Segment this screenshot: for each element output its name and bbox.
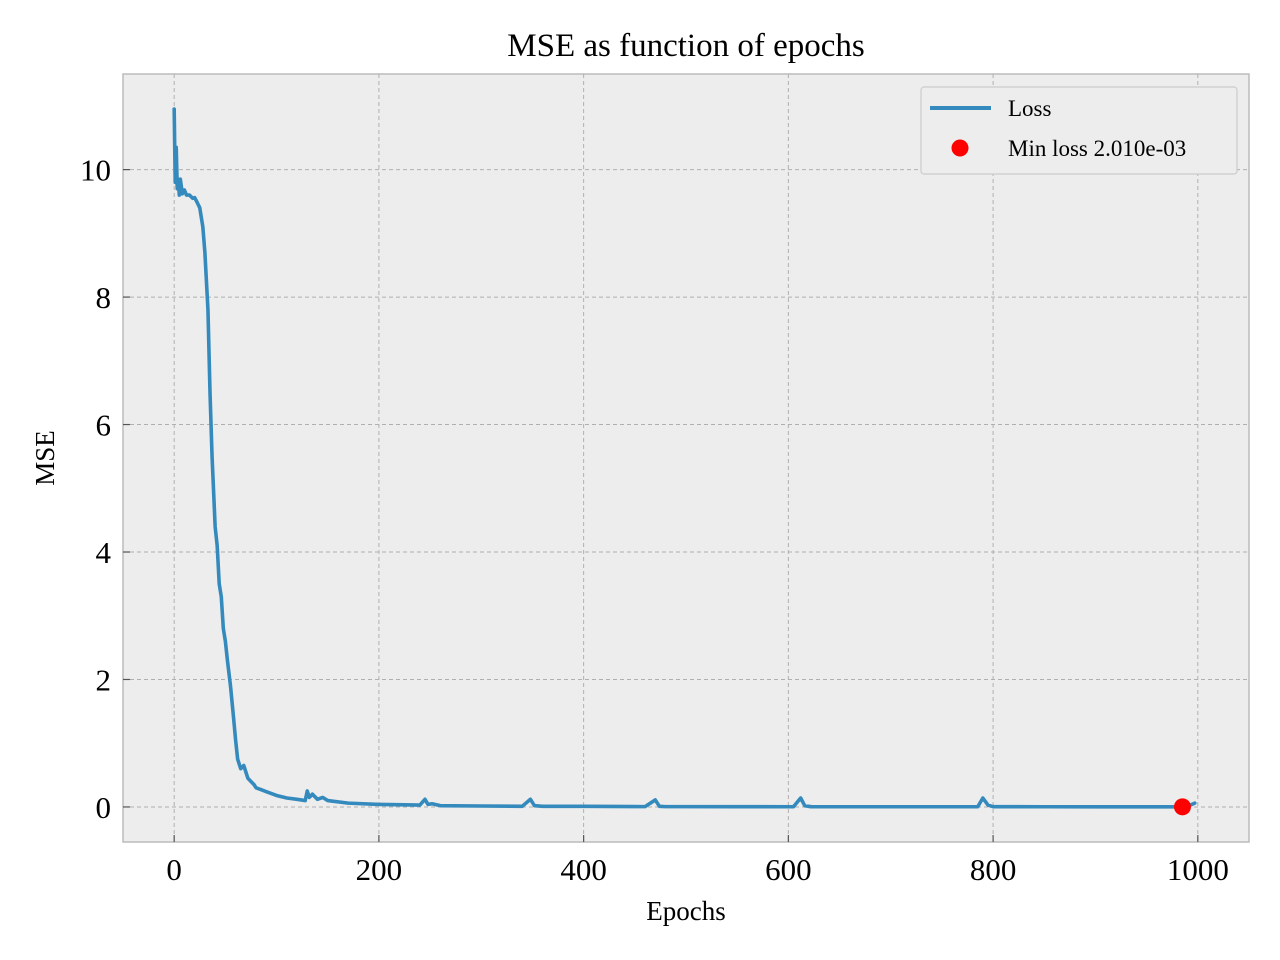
x-axis-label: Epochs	[646, 896, 725, 926]
y-tick-label: 4	[96, 535, 112, 570]
chart-title: MSE as function of epochs	[507, 28, 864, 64]
legend-min-label: Min loss 2.010e-03	[1008, 136, 1186, 161]
loss-line	[172, 107, 1197, 809]
plot-background	[122, 73, 1250, 843]
x-tick-label: 1000	[1167, 852, 1229, 887]
axis-ticks: 0 200 400 600 800 1000 0 2 4 6 8 10	[80, 153, 1229, 887]
y-tick-label: 8	[96, 280, 112, 315]
x-tick-label: 200	[356, 852, 403, 887]
legend-loss-label: Loss	[1008, 96, 1052, 121]
y-tick-label: 2	[96, 662, 112, 697]
legend-min-marker	[951, 139, 969, 157]
x-tick-label: 800	[970, 852, 1017, 887]
series-layer	[172, 107, 1197, 816]
y-tick-label: 6	[96, 408, 112, 443]
x-tick-label: 600	[765, 852, 812, 887]
min-loss-point	[1173, 798, 1191, 816]
x-tick-label: 400	[560, 852, 607, 887]
y-tick-label: 0	[96, 790, 112, 825]
y-tick-label: 10	[80, 153, 111, 188]
x-tick-label: 0	[166, 852, 182, 887]
y-axis-label: MSE	[30, 430, 60, 486]
legend: Loss Min loss 2.010e-03	[920, 86, 1238, 175]
legend-box	[920, 86, 1238, 175]
